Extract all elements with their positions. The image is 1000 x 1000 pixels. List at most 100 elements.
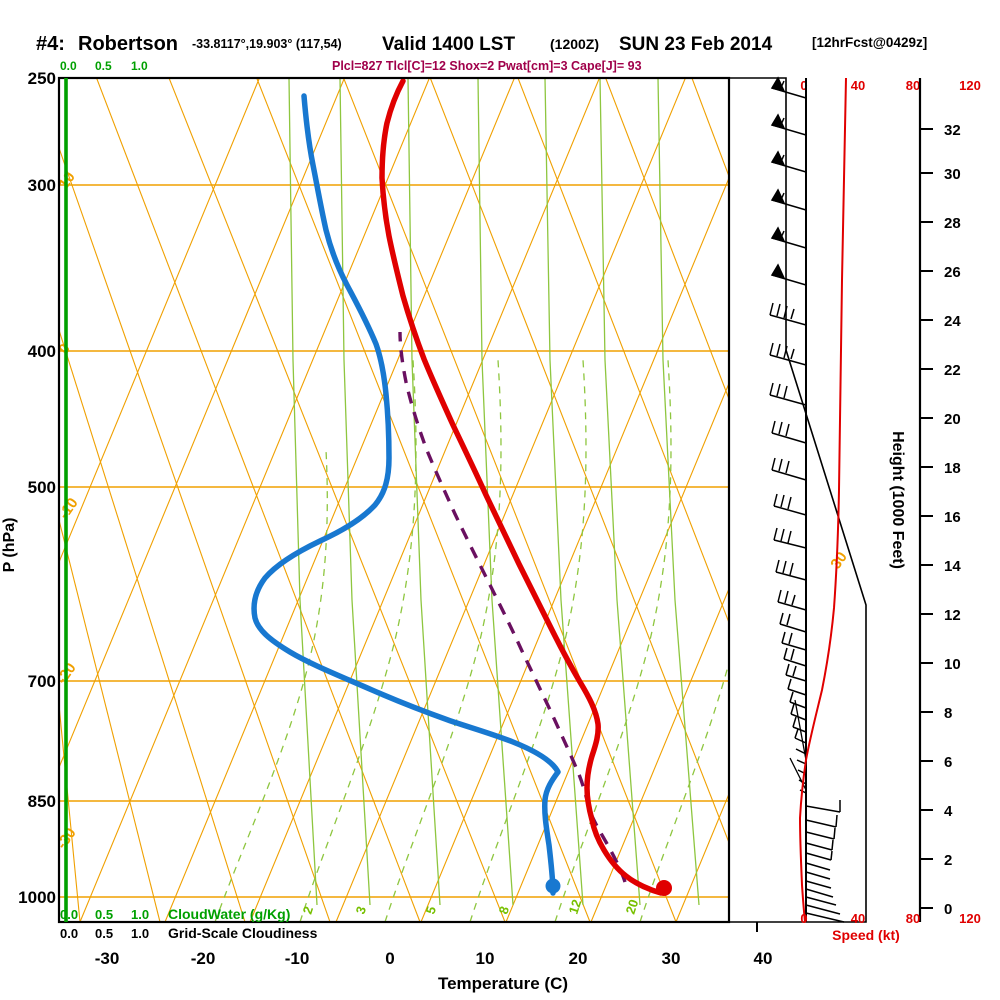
height-axis-ticks: [920, 128, 933, 909]
chart-title-group: #4: Robertson -33.8117°,19.903° (117,54)…: [36, 33, 927, 55]
wind-barbs: [769, 76, 845, 923]
mixing-ratio-label-3: 3: [353, 904, 370, 916]
cloudwater-axis-label: CloudWater (g/Kg): [168, 906, 290, 922]
temperature-axis: -30 -20 -10 0 10 20 30 40 Temperature (C…: [95, 922, 773, 993]
mixing-ratio-label-2: 2: [300, 904, 317, 916]
valid-time-z: (1200Z): [550, 36, 599, 52]
wind-speed-curve: [798, 77, 847, 923]
speed-top-tick-0: 0: [800, 78, 807, 93]
height-tick-2: 2: [944, 852, 952, 869]
height-tick-28: 28: [944, 215, 961, 232]
cloudiness-bottom-tick-0: 0.0: [60, 926, 78, 941]
cloudiness-bottom-tick-1: 0.5: [95, 926, 113, 941]
temperature-curve: [379, 78, 664, 896]
cloudiness-bottom-tick-2: 1.0: [131, 926, 149, 941]
pressure-axis-labels: 250 300 400 500 700 850 1000: [18, 69, 56, 907]
speed-top-tick-1: 40: [851, 78, 865, 93]
height-tick-30: 30: [944, 166, 961, 183]
speed-bottom-tick-1: 40: [851, 911, 865, 926]
speed-bottom-tick-3: 120: [959, 911, 981, 926]
height-tick-20: 20: [944, 411, 961, 428]
isotherm-label-right-0: 0: [724, 234, 743, 251]
mixing-ratio-label-5: 5: [423, 904, 440, 916]
bottom-scale-labels: 0.0 0.5 1.0 CloudWater (g/Kg) 0.0 0.5 1.…: [60, 906, 318, 941]
temperature-tick-40: 40: [754, 949, 773, 968]
speed-axis-label: Speed (kt): [832, 927, 900, 943]
cloudwater-bottom-tick-0: 0.0: [60, 907, 78, 922]
wind-barb-group-lower: [779, 612, 845, 923]
speed-scale-bottom: 0 40 80 120 Speed (kt): [800, 911, 980, 943]
height-tick-32: 32: [944, 122, 961, 139]
mixing-ratio-label-20: 20: [623, 898, 642, 916]
cloudwater-top-tick-1: 0.5: [95, 59, 112, 73]
pressure-tick-1000: 1000: [18, 888, 56, 907]
height-tick-26: 26: [944, 264, 961, 281]
height-tick-10: 10: [944, 656, 961, 673]
mixing-ratio-label-12: 12: [566, 898, 585, 916]
valid-time: Valid 1400 LST: [382, 34, 515, 55]
height-tick-14: 14: [944, 558, 961, 575]
height-tick-6: 6: [944, 754, 952, 771]
cloudiness-axis-label: Grid-Scale Cloudiness: [168, 925, 318, 941]
isotherm-label-right-30: 30: [827, 549, 850, 572]
skewt-plot-area: 2 3 5 8 12 20 10 0 -10 -20 -30 0 10 20: [59, 78, 764, 922]
valid-date: SUN 23 Feb 2014: [619, 34, 773, 55]
isotherm-labels-right: 0 10 20: [724, 234, 764, 394]
station-name: Robertson: [78, 33, 178, 55]
cloudwater-top-tick-2: 1.0: [131, 59, 148, 73]
isotherm-label-right-10: 10: [741, 371, 764, 394]
temperature-tick-m20: -20: [191, 949, 216, 968]
temperature-tick-0: 0: [385, 949, 394, 968]
mixing-ratio-labels: 2 3 5 8 12 20: [300, 898, 642, 916]
height-axis-label: Height (1000 Feet): [889, 431, 906, 569]
speed-top-tick-3: 120: [959, 78, 981, 93]
parcel-trace-curve: [398, 331, 627, 883]
dewpoint-curve: [251, 93, 561, 896]
temperature-surface-dot: [656, 880, 672, 896]
height-axis-labels: 0 2 4 6 8 10 12 14 16 18 20 22 24 26 28 …: [944, 122, 961, 918]
wind-panel-outline: [729, 77, 867, 923]
mixing-ratio-label-8: 8: [496, 904, 513, 916]
height-axis: 0 2 4 6 8 10 12 14 16 18 20 22 24 26 28 …: [889, 78, 961, 922]
cloudwater-bottom-tick-2: 1.0: [131, 907, 149, 922]
temperature-axis-labels: -30 -20 -10 0 10 20 30 40: [95, 949, 773, 968]
dewpoint-surface-dot: [545, 878, 561, 894]
temperature-tick-10: 10: [476, 949, 495, 968]
height-tick-18: 18: [944, 460, 961, 477]
speed-scale-top: 0 40 80 120: [800, 78, 980, 93]
pressure-tick-300: 300: [28, 176, 56, 195]
height-tick-0: 0: [944, 901, 952, 918]
speed-bottom-tick-2: 80: [906, 911, 920, 926]
height-tick-8: 8: [944, 705, 952, 722]
height-tick-16: 16: [944, 509, 961, 526]
height-tick-24: 24: [944, 313, 961, 330]
speed-bottom-tick-0: 0: [800, 911, 807, 926]
wind-barb-panel: [729, 76, 867, 923]
pressure-tick-500: 500: [28, 478, 56, 497]
height-tick-22: 22: [944, 362, 961, 379]
pressure-axis: 250 300 400 500 700 850 1000 P (hPa): [1, 69, 56, 907]
cloudwater-bottom-tick-1: 0.5: [95, 907, 113, 922]
station-coords: -33.8117°,19.903° (117,54): [192, 37, 342, 51]
pressure-tick-250: 250: [28, 69, 56, 88]
forecast-tag: [12hrFcst@0429z]: [812, 35, 927, 50]
height-tick-4: 4: [944, 803, 953, 820]
temperature-tick-m30: -30: [95, 949, 120, 968]
pressure-tick-700: 700: [28, 672, 56, 691]
pressure-tick-850: 850: [28, 792, 56, 811]
temperature-axis-label: Temperature (C): [438, 974, 568, 993]
wind-barb-group-mid: [769, 302, 807, 611]
mixing-ratio-lines: [288, 78, 700, 906]
station-id: #4:: [36, 33, 65, 55]
temperature-tick-m10: -10: [285, 949, 310, 968]
temperature-tick-30: 30: [662, 949, 681, 968]
pressure-tick-400: 400: [28, 342, 56, 361]
pressure-axis-label: P (hPa): [1, 518, 18, 573]
dry-adiabats: [59, 78, 729, 922]
wind-barb-group-upper: [770, 76, 807, 286]
temperature-tick-20: 20: [569, 949, 588, 968]
plot-frame: [57, 76, 731, 924]
sounding-parameters: Plcl=827 Tlcl[C]=12 Shox=2 Pwat[cm]=3 Ca…: [332, 59, 642, 73]
